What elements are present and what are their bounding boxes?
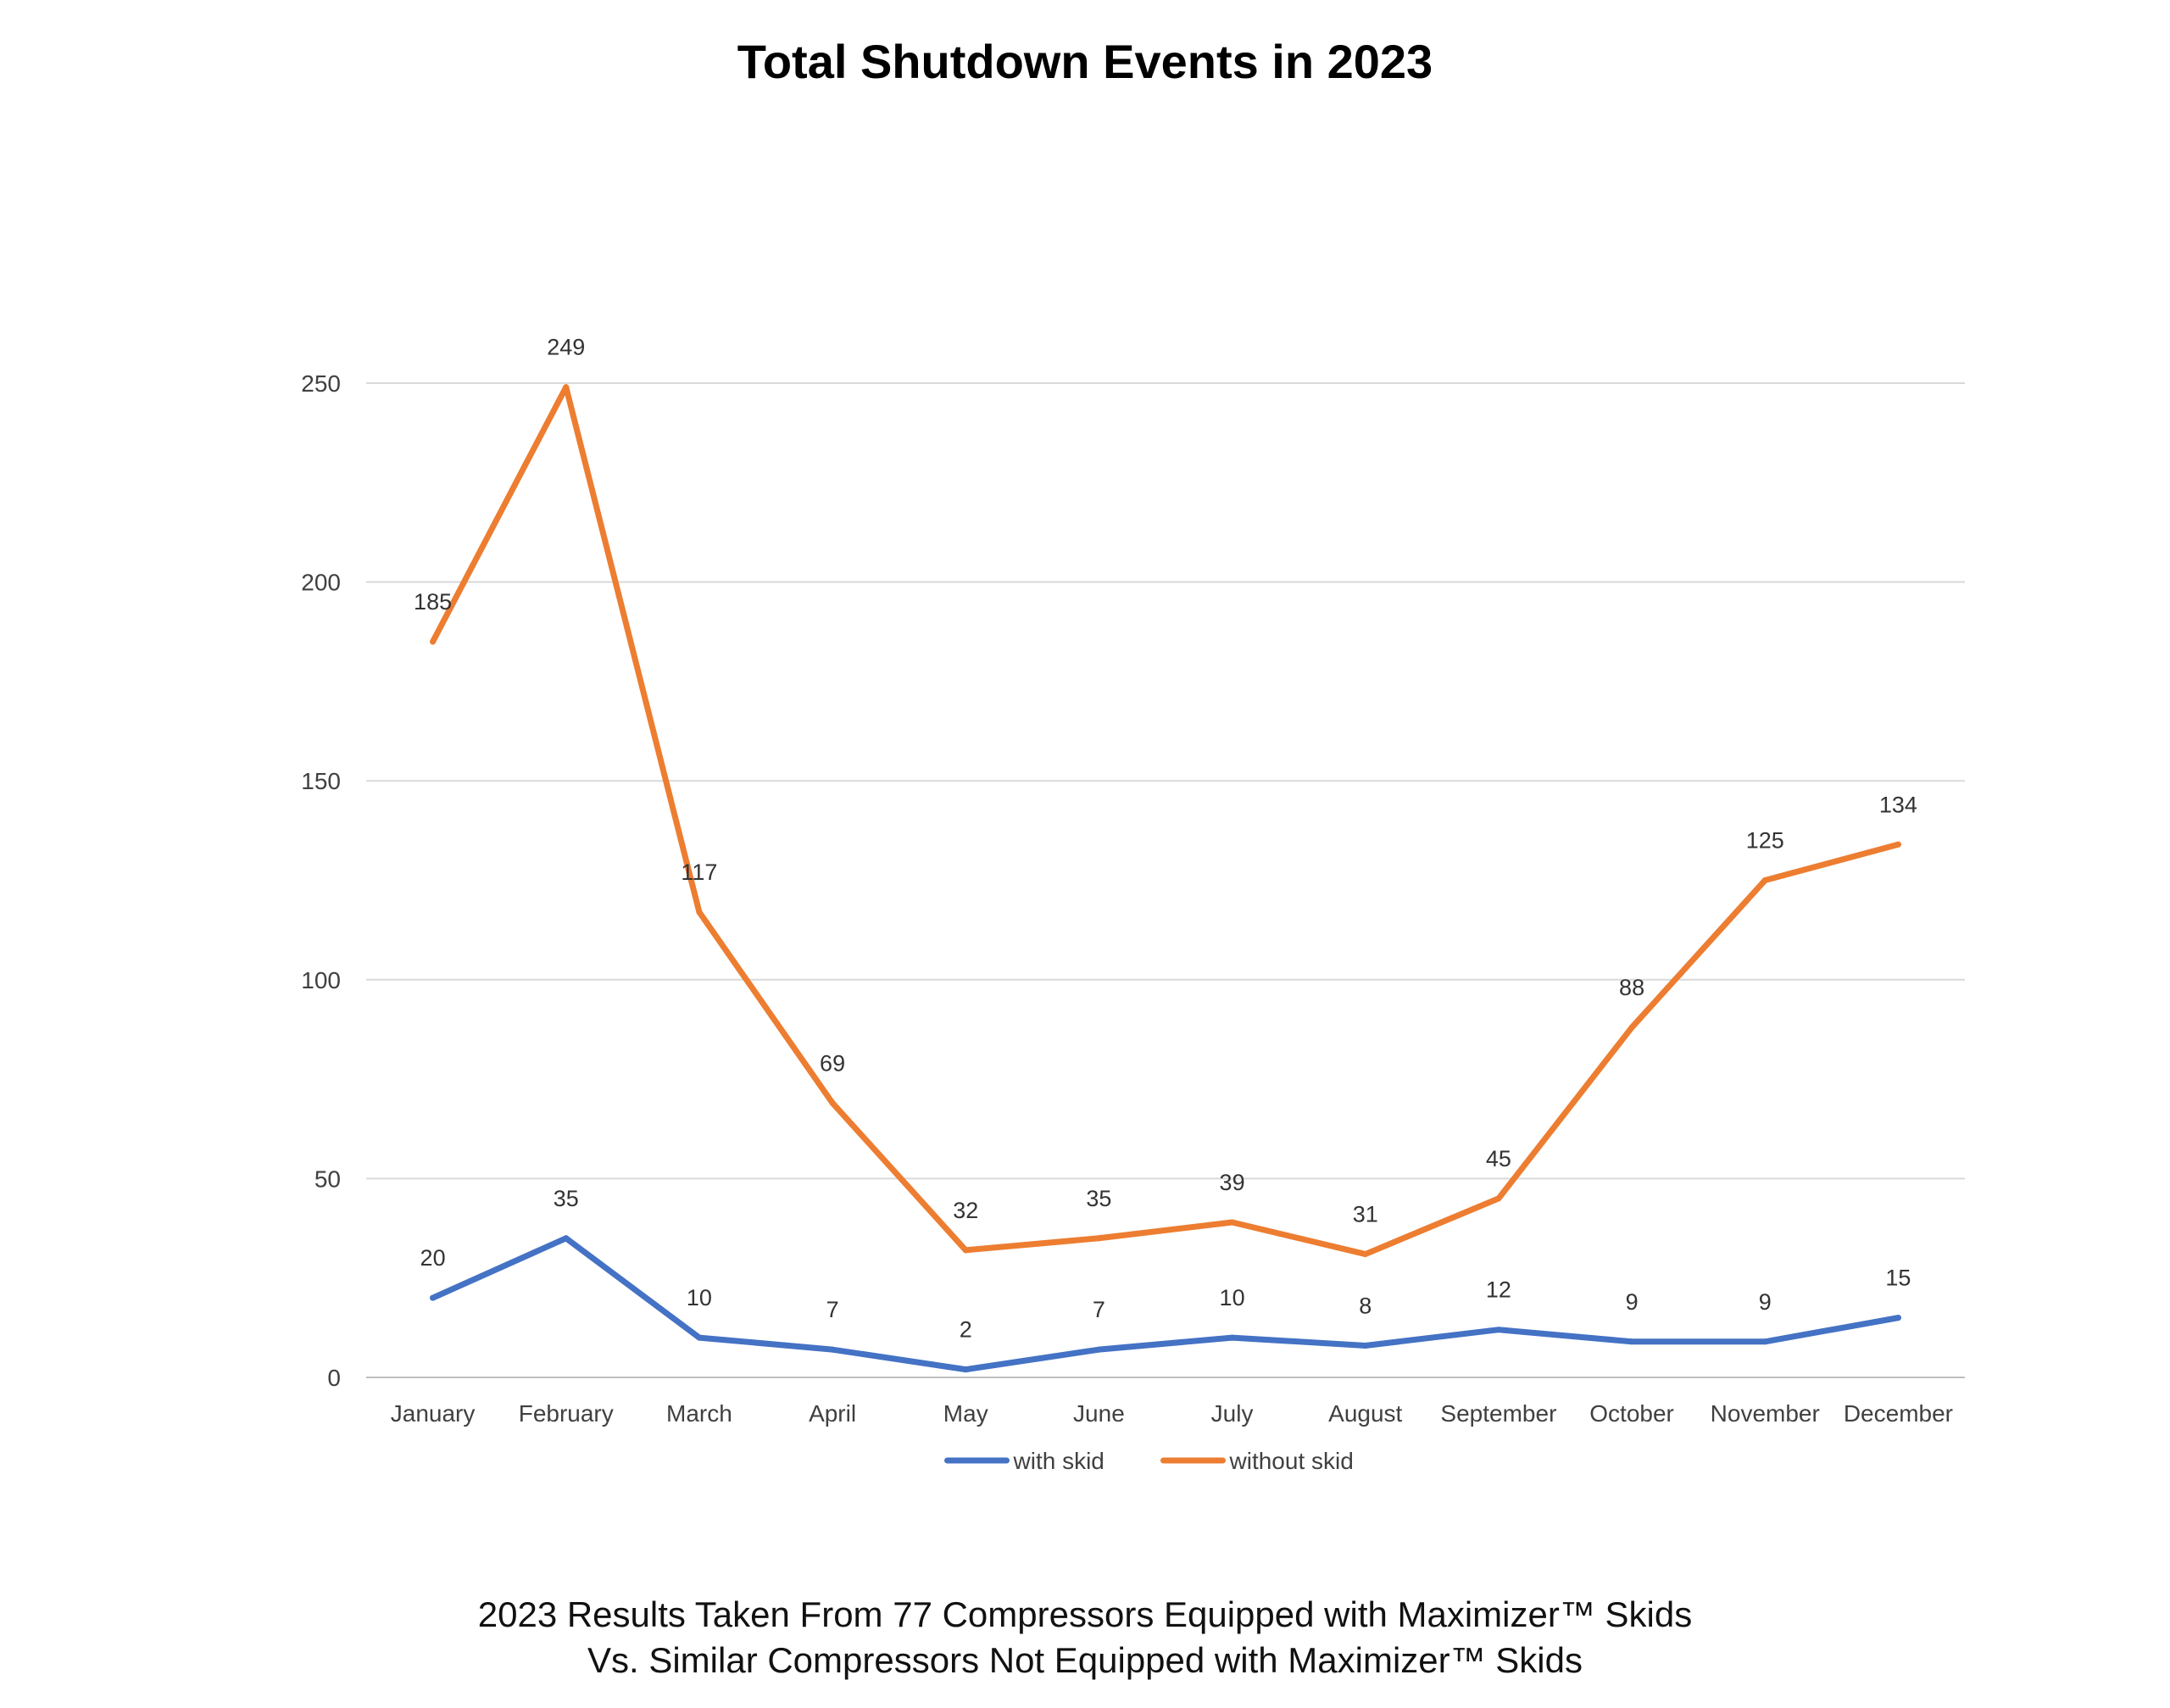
data-label: 69	[820, 1050, 845, 1076]
data-point	[1229, 1219, 1236, 1226]
data-point	[962, 1247, 969, 1254]
y-tick-label: 150	[301, 768, 341, 794]
data-label: 2	[960, 1317, 972, 1343]
x-tick-label: September	[1440, 1400, 1556, 1427]
data-point	[563, 384, 570, 391]
data-label: 32	[953, 1198, 978, 1223]
data-point	[962, 1366, 969, 1373]
x-tick-label: July	[1211, 1400, 1254, 1427]
data-point	[1628, 1024, 1635, 1031]
data-point	[1229, 1334, 1236, 1341]
x-tick-label: October	[1589, 1400, 1674, 1427]
y-tick-label: 200	[301, 570, 341, 596]
x-tick-label: April	[809, 1400, 856, 1427]
x-tick-label: May	[943, 1400, 988, 1427]
chart-title: Total Shutdown Events in 2023	[737, 35, 1433, 88]
data-point	[430, 638, 437, 645]
data-point	[829, 1346, 836, 1353]
legend-label: with skid	[1013, 1448, 1104, 1474]
data-label: 10	[687, 1285, 712, 1310]
y-tick-label: 100	[301, 967, 341, 993]
data-point	[563, 1235, 570, 1242]
x-tick-label: June	[1073, 1400, 1125, 1427]
data-point	[1095, 1346, 1102, 1353]
data-labels: 20 35 10 7 2 7 10 8 12 9 9 15 185 249 117 69 32 35 39 31 45 8…	[414, 335, 1917, 1343]
y-axis-ticks: 0 50 100 150 200 250	[301, 370, 341, 1391]
data-label: 249	[547, 335, 585, 360]
data-point	[430, 1294, 437, 1301]
x-tick-label: March	[666, 1400, 732, 1427]
data-point	[1628, 1338, 1635, 1345]
caption-line-1: 2023 Results Taken From 77 Compressors E…	[477, 1594, 1693, 1634]
data-point	[1895, 1315, 1901, 1321]
data-label: 31	[1353, 1202, 1378, 1227]
data-label: 9	[1626, 1289, 1639, 1315]
legend-label: without skid	[1229, 1448, 1354, 1474]
data-point	[1495, 1327, 1502, 1333]
series-line	[430, 1235, 1901, 1373]
x-tick-label: December	[1844, 1400, 1953, 1427]
data-label: 117	[681, 860, 717, 885]
legend: with skid without skid	[944, 1448, 1354, 1474]
x-tick-label: August	[1328, 1400, 1402, 1427]
data-point	[1761, 1338, 1768, 1345]
x-tick-label: February	[519, 1400, 614, 1427]
data-label: 15	[1885, 1266, 1911, 1291]
y-tick-label: 0	[327, 1365, 341, 1391]
data-label: 12	[1486, 1277, 1511, 1303]
y-tick-label: 50	[314, 1166, 341, 1192]
line-chart: 0 50 100 150 200 250 January February March Apri…	[301, 335, 1965, 1474]
data-label: 125	[1746, 828, 1784, 854]
data-point	[1362, 1251, 1369, 1258]
data-point	[1895, 841, 1901, 848]
data-label: 45	[1486, 1146, 1511, 1171]
data-point	[696, 909, 703, 915]
gridlines	[366, 382, 1965, 1378]
y-tick-label: 250	[301, 370, 341, 397]
data-label: 10	[1220, 1285, 1245, 1310]
x-tick-label: November	[1711, 1400, 1820, 1427]
data-label: 9	[1759, 1289, 1772, 1315]
series-line	[430, 384, 1901, 1258]
data-label: 20	[420, 1245, 446, 1271]
data-point	[696, 1334, 703, 1341]
data-label: 35	[554, 1186, 579, 1211]
data-point	[1495, 1195, 1502, 1202]
data-label: 35	[1086, 1186, 1111, 1211]
data-label: 8	[1359, 1293, 1372, 1318]
caption: 2023 Results Taken From 77 Compressors E…	[0, 1592, 2170, 1683]
series-lines	[430, 384, 1901, 1373]
data-label: 39	[1220, 1170, 1245, 1195]
data-label: 134	[1879, 792, 1917, 817]
data-point	[1761, 877, 1768, 883]
data-label: 7	[1093, 1297, 1105, 1322]
x-axis-ticks: January February March April May June July Augu…	[391, 1400, 1953, 1427]
data-point	[1095, 1235, 1102, 1242]
x-tick-label: January	[391, 1400, 476, 1427]
data-label: 185	[414, 589, 452, 615]
data-label: 7	[826, 1297, 839, 1322]
caption-line-2: Vs. Similar Compressors Not Equipped wit…	[587, 1640, 1583, 1680]
data-point	[829, 1099, 836, 1106]
data-label: 88	[1619, 975, 1644, 1000]
data-point	[1362, 1342, 1369, 1349]
